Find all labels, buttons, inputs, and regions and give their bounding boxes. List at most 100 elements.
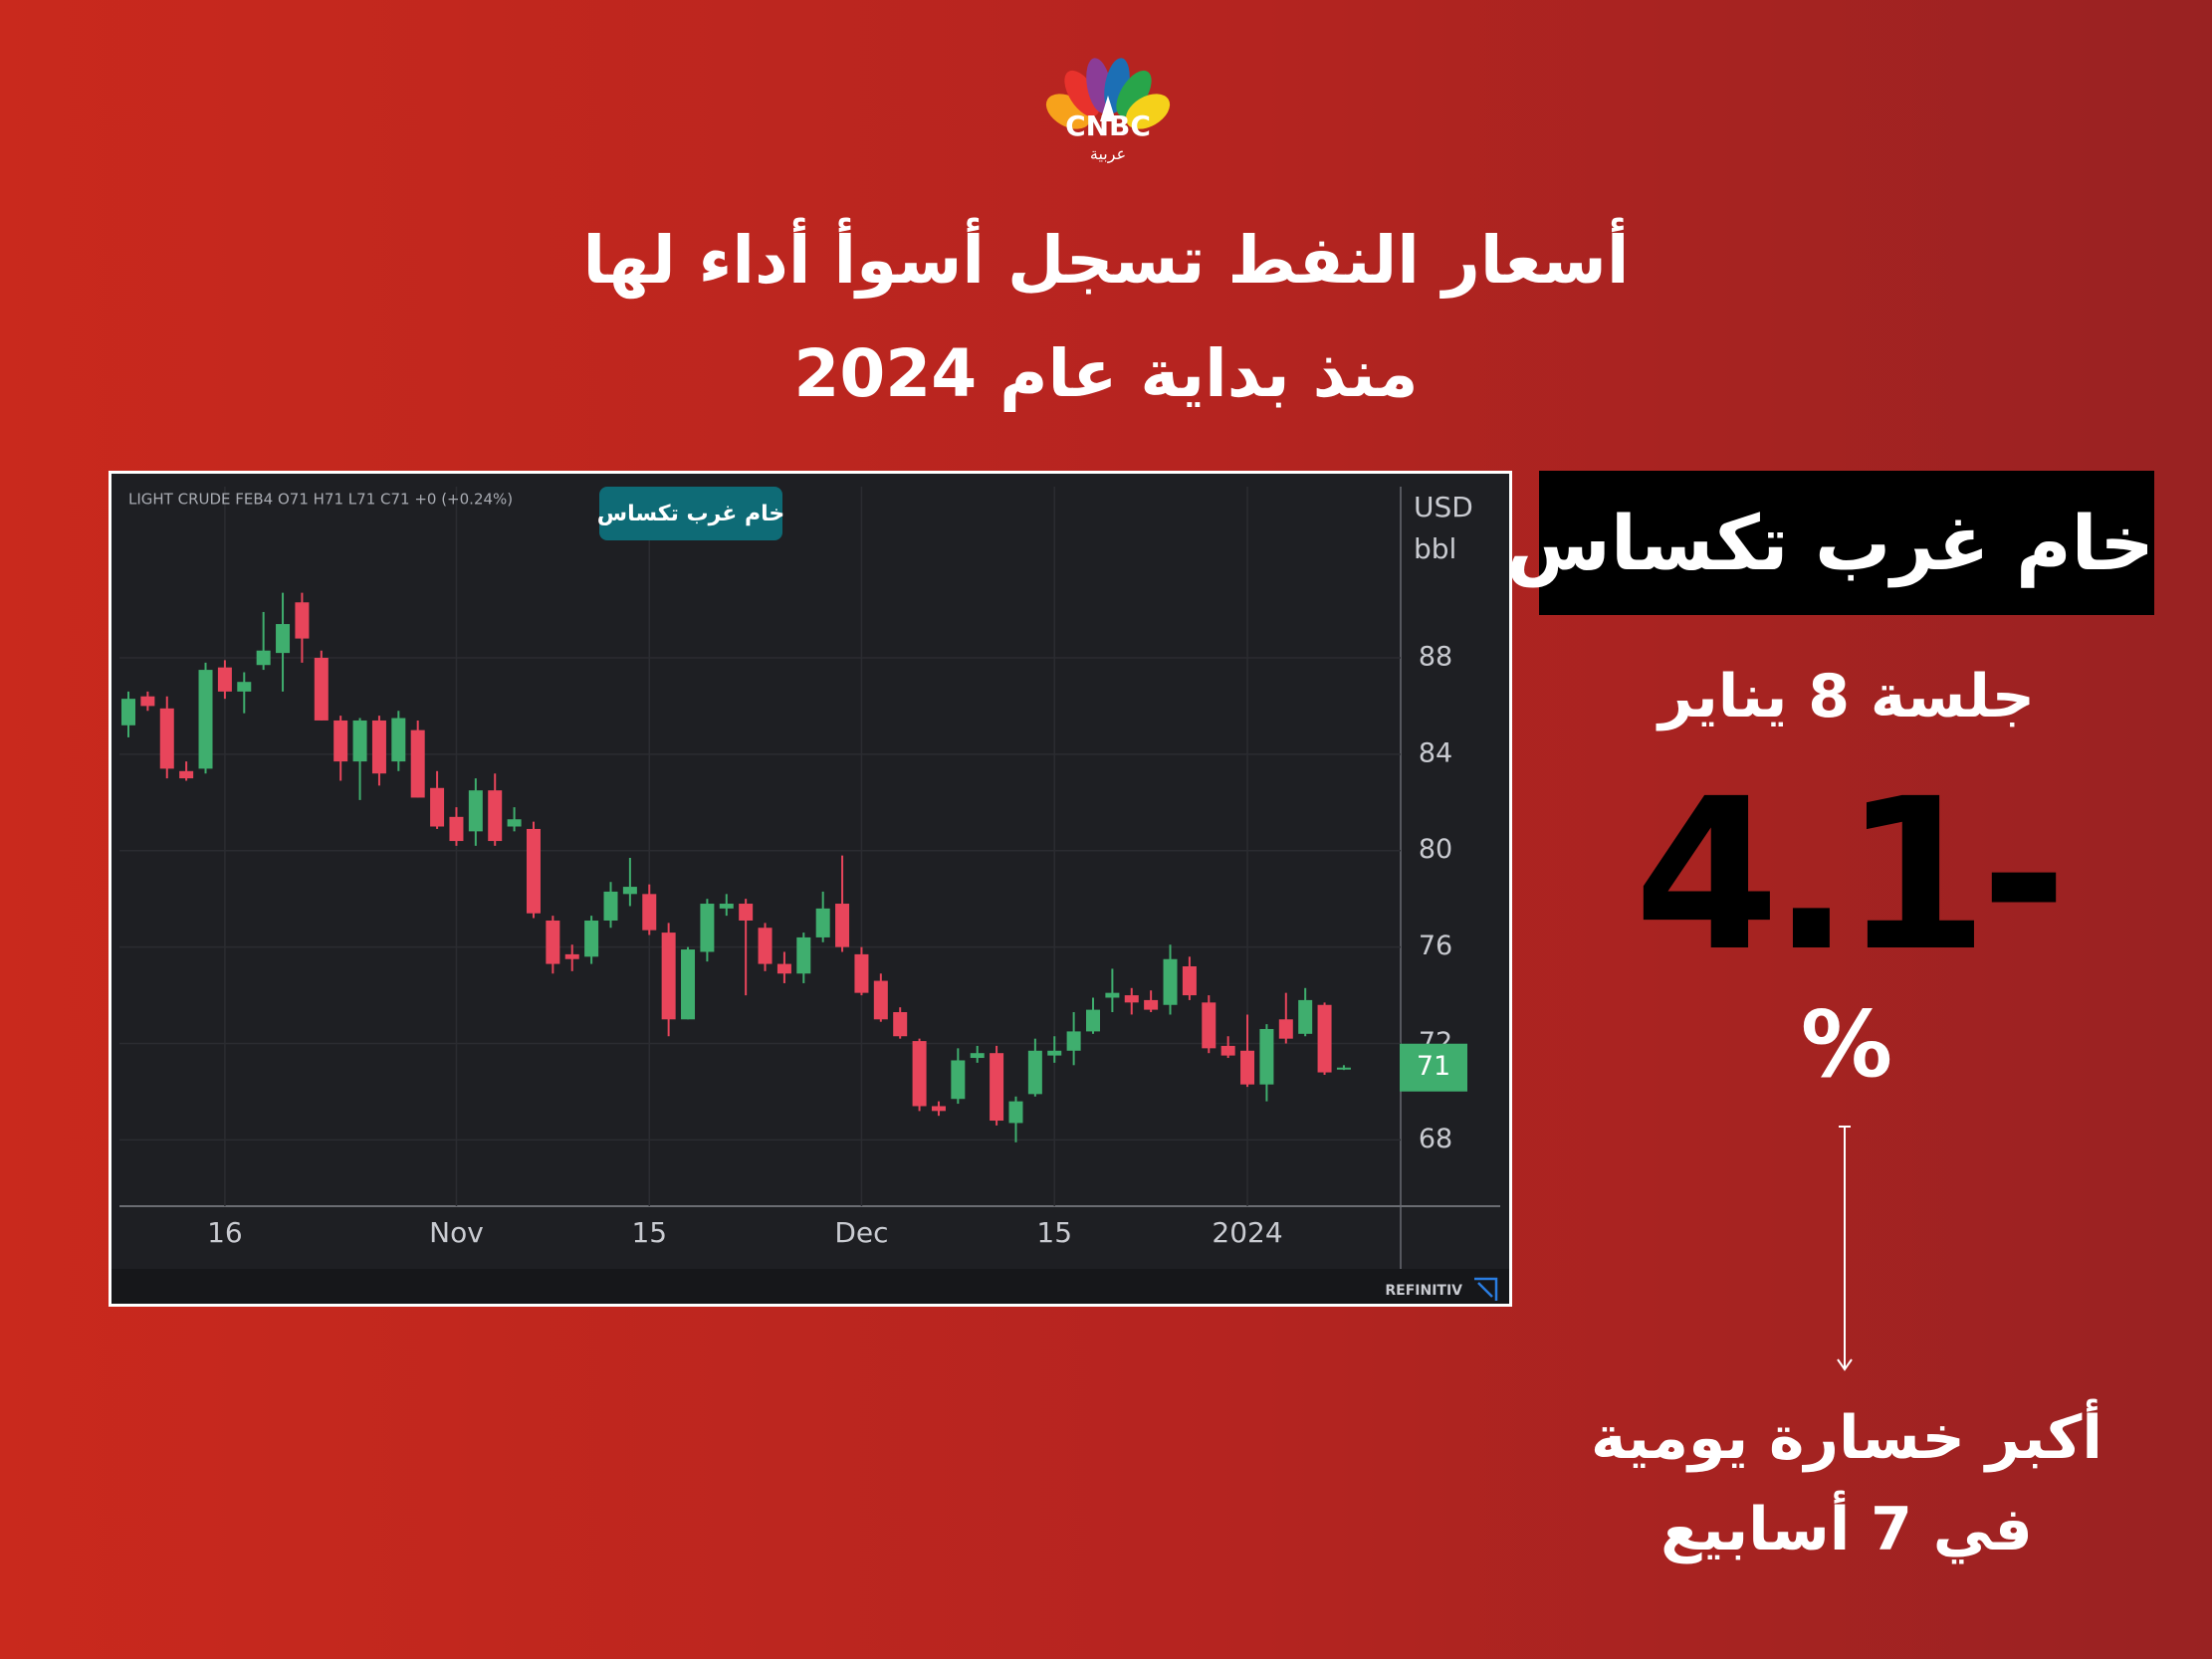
candle-body <box>835 904 850 947</box>
candle-body <box>1317 1004 1332 1073</box>
candle-body <box>739 904 754 921</box>
candle-body <box>295 602 310 639</box>
x-tick-label: Dec <box>834 1216 888 1249</box>
candle-body <box>430 787 445 827</box>
candle-body <box>352 720 367 762</box>
session: جلسة 8 يناير <box>1658 662 2036 731</box>
candle-body <box>198 670 213 769</box>
candle-body <box>1240 1050 1255 1085</box>
candle-body <box>1259 1028 1274 1085</box>
candle-body <box>1182 966 1197 996</box>
title-line: أسعار النفط تسجل أسوأ أداء لها <box>582 222 1630 299</box>
candle-body <box>546 920 560 964</box>
title-line: منذ بداية عام 2024 <box>793 335 1419 412</box>
candle-body <box>1220 1045 1235 1056</box>
x-tick-label: 15 <box>1036 1216 1072 1249</box>
x-tick-label: Nov <box>429 1216 484 1249</box>
chart-footer <box>111 1269 1509 1304</box>
candle-body <box>159 708 174 769</box>
candle-body <box>661 933 676 1020</box>
info-text: LIGHT CRUDE FEB4 O71 H71 L71 C71 +0 (+0.… <box>128 491 513 509</box>
candle-body <box>796 936 811 974</box>
candle-body <box>1336 1067 1351 1070</box>
candle-body <box>622 887 637 895</box>
candle-body <box>1298 999 1313 1034</box>
candle-body <box>873 980 888 1020</box>
label-box: خام غرب تكساس <box>1506 471 2154 615</box>
y-tick-label: 88 <box>1419 641 1452 672</box>
candle-body <box>237 682 252 692</box>
candle-body <box>179 770 194 779</box>
candle-body <box>1163 958 1178 1005</box>
logo-text: CNBC <box>1065 109 1151 142</box>
candle-body <box>1105 992 1120 998</box>
candle-body <box>1008 1101 1023 1124</box>
candle-body <box>1086 1009 1100 1032</box>
candle-body <box>1202 1002 1217 1049</box>
candle-body <box>893 1012 908 1037</box>
arrow <box>1837 1126 1853 1371</box>
candle-body <box>526 828 541 914</box>
last-price-box <box>1400 1043 1467 1092</box>
candle-body <box>1027 1050 1042 1095</box>
candle-body <box>1047 1050 1062 1056</box>
candle-body <box>507 819 522 827</box>
candle-body <box>700 904 715 952</box>
y-tick-label: 84 <box>1419 737 1452 768</box>
y-tick-label: 80 <box>1419 834 1452 865</box>
candle-body <box>391 718 406 762</box>
x-tick-label: 2024 <box>1212 1216 1282 1249</box>
candle-body <box>410 729 425 798</box>
change-value: 4.1- <box>1634 753 2067 997</box>
candle-body <box>314 657 329 721</box>
x-tick-label: 15 <box>631 1216 667 1249</box>
candle-body <box>449 816 464 842</box>
candle-body <box>603 891 618 921</box>
y-tick-label: 76 <box>1419 931 1452 961</box>
badge-text: خام غرب تكساس <box>597 502 784 526</box>
candle-body <box>854 953 869 993</box>
source: REFINITIV <box>1385 1283 1462 1299</box>
candle-body <box>468 790 483 832</box>
candle-body <box>1144 999 1159 1010</box>
candle-body <box>776 963 791 974</box>
candle-body <box>584 920 599 957</box>
candle-body <box>970 1053 985 1059</box>
chart-frame <box>109 471 1512 1307</box>
candle-body <box>758 928 773 964</box>
logo: CNBC عربية <box>1045 58 1171 164</box>
candle-body <box>990 1053 1004 1122</box>
candle-body <box>719 904 734 909</box>
note-line: في 7 أسابيع <box>1660 1495 2033 1564</box>
candle-body <box>333 720 348 762</box>
candle-body <box>1066 1031 1081 1051</box>
source-icon <box>1474 1277 1498 1301</box>
candle-body <box>371 720 386 774</box>
x-tick-label: 16 <box>207 1216 243 1249</box>
candle-body <box>951 1060 966 1100</box>
candle-body <box>121 699 135 726</box>
last-price-label: 71 <box>1417 1051 1450 1082</box>
candle-body <box>488 790 503 842</box>
y-tick-label: 68 <box>1419 1124 1452 1154</box>
candle-body <box>140 696 155 707</box>
candle-body <box>276 624 291 654</box>
badge <box>599 487 782 540</box>
unit-label: USD <box>1414 491 1473 523</box>
candle-body <box>256 650 271 666</box>
candle-body <box>564 953 579 959</box>
note-line: أكبر خسارة يومية <box>1590 1403 2102 1473</box>
candle-body <box>931 1106 946 1112</box>
candle-body <box>1278 1019 1293 1039</box>
candle-body <box>681 949 696 1020</box>
change-unit: % <box>1800 991 1893 1098</box>
candle-body <box>1124 995 1139 1003</box>
logo-sub: عربية <box>1090 144 1126 164</box>
logo-peacock <box>1045 58 1171 129</box>
candle-body <box>815 908 830 937</box>
unit-label: bbl <box>1414 532 1456 565</box>
candle-body <box>217 667 232 692</box>
candle-body <box>642 894 657 931</box>
